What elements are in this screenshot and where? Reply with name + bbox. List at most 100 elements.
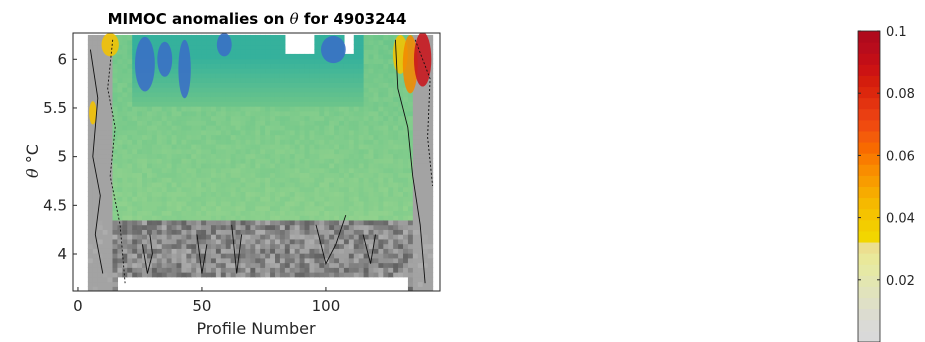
heatmap-cell bbox=[334, 125, 340, 131]
heatmap-cell bbox=[191, 248, 197, 254]
heatmap-cell bbox=[393, 34, 399, 41]
heatmap-cell bbox=[97, 87, 104, 93]
heatmap-cell bbox=[427, 215, 434, 221]
heatmap-cell bbox=[279, 262, 286, 268]
heatmap-cell bbox=[299, 58, 306, 64]
colorbar-tick-label: 0.1 bbox=[886, 25, 907, 40]
heatmap-cell bbox=[235, 129, 242, 136]
heatmap-cell bbox=[142, 91, 148, 98]
heatmap-cell bbox=[196, 167, 202, 174]
heatmap-cell bbox=[427, 253, 434, 259]
heatmap-cell bbox=[132, 248, 138, 254]
heatmap-cell bbox=[294, 243, 301, 249]
heatmap-cell bbox=[403, 110, 409, 117]
heatmap-cell bbox=[210, 177, 217, 183]
heatmap-cell bbox=[284, 196, 291, 202]
heatmap-cell bbox=[329, 234, 335, 240]
heatmap-cell bbox=[220, 272, 227, 278]
heatmap-cell bbox=[102, 110, 109, 117]
heatmap-cell bbox=[230, 68, 237, 74]
heatmap-cell bbox=[171, 253, 178, 259]
heatmap-cell bbox=[215, 77, 222, 83]
heatmap-cell bbox=[284, 253, 291, 259]
heatmap-cell bbox=[191, 82, 197, 88]
heatmap-cell bbox=[122, 153, 128, 159]
heatmap-cell bbox=[186, 224, 192, 230]
heatmap-cell bbox=[146, 191, 153, 197]
heatmap-cell bbox=[270, 181, 276, 188]
heatmap-cell bbox=[289, 238, 296, 245]
heatmap-cell bbox=[363, 115, 370, 121]
heatmap-cell bbox=[87, 162, 94, 169]
heatmap-cell bbox=[87, 82, 94, 88]
heatmap-cell bbox=[156, 224, 163, 230]
heatmap-cell bbox=[417, 91, 424, 98]
heatmap-cell bbox=[220, 77, 227, 83]
heatmap-cell bbox=[176, 49, 183, 55]
heatmap-cell bbox=[230, 210, 237, 216]
heatmap-cell bbox=[358, 129, 365, 136]
heatmap-cell bbox=[176, 125, 183, 131]
heatmap-cell bbox=[270, 253, 276, 259]
heatmap-cell bbox=[250, 162, 256, 169]
heatmap-cell bbox=[245, 96, 251, 102]
colorbar-block bbox=[858, 53, 880, 65]
heatmap-cell bbox=[245, 82, 251, 88]
heatmap-cell bbox=[299, 63, 306, 69]
heatmap-cell bbox=[206, 224, 212, 230]
heatmap-cell bbox=[319, 91, 325, 98]
heatmap-cell bbox=[309, 115, 315, 121]
heatmap-cell bbox=[398, 110, 404, 117]
heatmap-cell bbox=[245, 253, 251, 259]
heatmap-cell bbox=[132, 39, 138, 46]
heatmap-cell bbox=[368, 158, 375, 164]
heatmap-cell bbox=[289, 191, 296, 197]
heatmap-cell bbox=[348, 125, 355, 131]
heatmap-cell bbox=[260, 272, 266, 278]
heatmap-cell bbox=[142, 167, 148, 174]
heatmap-cell bbox=[270, 167, 276, 174]
heatmap-cell bbox=[427, 82, 434, 88]
heatmap-cell bbox=[250, 68, 256, 74]
heatmap-cell bbox=[171, 181, 178, 188]
heatmap-cell bbox=[314, 200, 320, 207]
heatmap-cell bbox=[353, 72, 360, 79]
heatmap-cell bbox=[324, 58, 330, 64]
heatmap-cell bbox=[348, 53, 355, 60]
heatmap-cell bbox=[324, 34, 330, 41]
heatmap-cell bbox=[92, 44, 99, 50]
heatmap-cell bbox=[304, 91, 311, 98]
heatmap-cell bbox=[270, 68, 276, 74]
heatmap-cell bbox=[146, 167, 153, 174]
heatmap-cell bbox=[427, 186, 434, 193]
heatmap-cell bbox=[255, 72, 261, 79]
heatmap-cell bbox=[235, 49, 242, 55]
y-tick-label: 5 bbox=[57, 148, 67, 166]
heatmap-cell bbox=[289, 72, 296, 79]
heatmap-cell bbox=[206, 34, 212, 41]
heatmap-cell bbox=[403, 167, 409, 174]
heatmap-cell bbox=[329, 115, 335, 121]
heatmap-cell bbox=[334, 253, 340, 259]
heatmap-cell bbox=[270, 53, 276, 60]
heatmap-cell bbox=[186, 267, 192, 273]
heatmap-cell bbox=[304, 63, 311, 69]
heatmap-cell bbox=[161, 110, 168, 117]
heatmap-cell bbox=[339, 186, 345, 193]
heatmap-cell bbox=[314, 129, 320, 136]
heatmap-cell bbox=[270, 77, 276, 83]
colorbar-block bbox=[858, 219, 880, 232]
heatmap-cell bbox=[166, 253, 173, 259]
heatmap-cell bbox=[235, 191, 242, 197]
heatmap-cell bbox=[142, 162, 148, 169]
heatmap-cell bbox=[334, 229, 340, 235]
heatmap-cell bbox=[201, 224, 207, 230]
heatmap-cell bbox=[279, 39, 286, 46]
heatmap-cell bbox=[210, 181, 217, 188]
heatmap-cell bbox=[156, 106, 163, 112]
heatmap-cell bbox=[383, 196, 389, 202]
heatmap-cell bbox=[201, 162, 207, 169]
heatmap-cell bbox=[368, 53, 375, 60]
heatmap-cell bbox=[112, 134, 119, 140]
heatmap-cell bbox=[279, 110, 286, 117]
